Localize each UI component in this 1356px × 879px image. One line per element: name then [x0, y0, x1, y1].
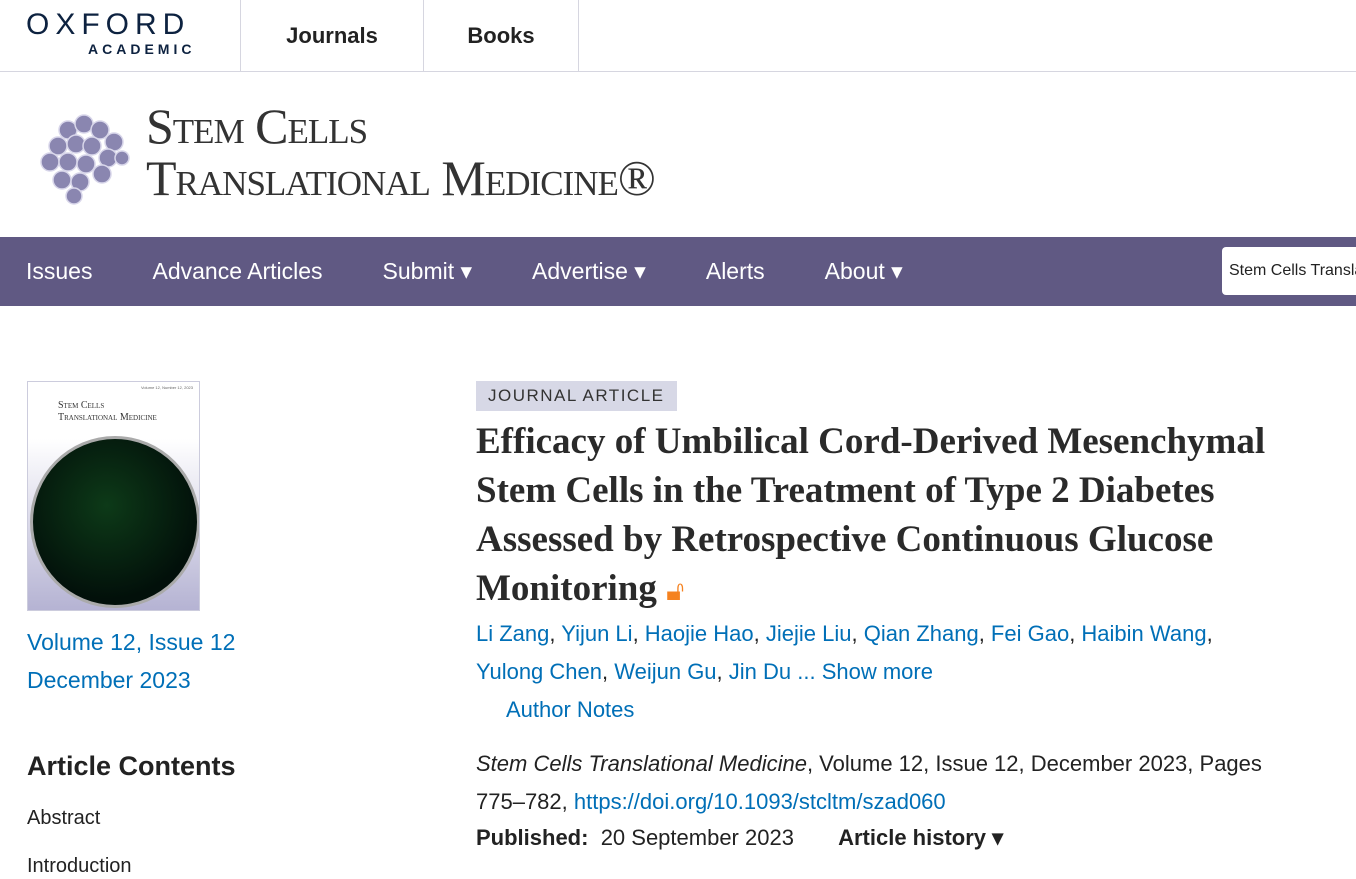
sidebar: Volume 12, Number 12, 2023 Stem Cells Tra…: [27, 381, 427, 879]
author-notes-button[interactable]: Author Notes: [506, 697, 635, 722]
publication-info: Published: 20 September 2023 Article his…: [476, 823, 1336, 853]
journal-title-line2: Translational Medicine®: [146, 150, 656, 206]
nav-advertise[interactable]: Advertise ▾: [532, 258, 646, 284]
nav-advance-articles[interactable]: Advance Articles: [152, 258, 323, 284]
books-link[interactable]: Books: [424, 0, 579, 71]
author-link[interactable]: Haibin Wang: [1081, 621, 1207, 646]
cover-title: Stem Cells Translational Medicine: [58, 400, 157, 424]
oxford-academic-logo[interactable]: OXFORD ACADEMIC: [0, 0, 241, 71]
published-label: Published:: [476, 825, 589, 850]
logo-line1: OXFORD: [26, 8, 191, 41]
article-title-text: Efficacy of Umbilical Cord-Derived Mesen…: [476, 421, 1266, 609]
author-link[interactable]: Yijun Li: [561, 621, 633, 646]
logo-line2: ACADEMIC: [88, 41, 196, 57]
top-bar: OXFORD ACADEMIC Journals Books: [0, 0, 1356, 72]
journal-name: Stem Cells Translational Medicine: [476, 751, 807, 776]
cover-title-line2: Translational Medicine: [58, 412, 157, 423]
published-date: 20 September 2023: [600, 825, 794, 850]
nav-submit[interactable]: Submit ▾: [382, 258, 473, 284]
volume-issue-link[interactable]: Volume 12, Issue 12: [27, 629, 236, 655]
nav-about[interactable]: About ▾: [824, 258, 903, 284]
journals-link[interactable]: Journals: [241, 0, 424, 71]
citation-details: , Volume 12, Issue 12, December 2023, Pa…: [476, 751, 1262, 814]
article-header: JOURNAL ARTICLE Efficacy of Umbilical Co…: [476, 381, 1336, 853]
search-scope-select[interactable]: Stem Cells Translational Medicine: [1222, 247, 1356, 295]
journal-banner: Stem Cells Translational Medicine®: [0, 72, 1356, 237]
journal-title[interactable]: Stem Cells Translational Medicine®: [146, 98, 656, 206]
journal-logo-icon: [40, 114, 130, 205]
author-link[interactable]: Li Zang: [476, 621, 550, 646]
main-nav: Issues Advance Articles Submit ▾ Adverti…: [0, 237, 1356, 306]
article-contents-heading: Article Contents: [27, 751, 236, 781]
author-link[interactable]: Weijun Gu: [614, 659, 717, 684]
citation: Stem Cells Translational Medicine, Volum…: [476, 745, 1316, 821]
cover-micrograph: [30, 436, 199, 608]
toc-abstract[interactable]: Abstract: [27, 807, 101, 829]
author-list: Li Zang, Yijun Li, Haojie Hao, Jiejie Li…: [476, 621, 1213, 722]
author-link[interactable]: Yulong Chen: [476, 659, 602, 684]
article-history-toggle[interactable]: Article history ▾: [838, 825, 1004, 850]
show-more-button[interactable]: ... Show more: [797, 659, 933, 684]
cover-volume: Volume 12, Number 12, 2023: [140, 385, 193, 390]
author-link[interactable]: Qian Zhang: [863, 621, 979, 646]
unlock-icon: 🔓︎: [666, 574, 685, 607]
article-title: Efficacy of Umbilical Cord-Derived Mesen…: [476, 417, 1336, 615]
doi-link[interactable]: https://doi.org/10.1093/stcltm/szad060: [573, 789, 946, 814]
cover-title-line1: Stem Cells: [58, 400, 105, 411]
issue-cover-image[interactable]: Volume 12, Number 12, 2023 Stem Cells Tra…: [27, 381, 200, 611]
issue-date-link[interactable]: December 2023: [27, 667, 191, 693]
issue-info[interactable]: Volume 12, Issue 12 December 2023: [27, 623, 427, 699]
nav-issues[interactable]: Issues: [26, 258, 93, 284]
author-link[interactable]: Fei Gao: [990, 621, 1070, 646]
author-link[interactable]: Haojie Hao: [644, 621, 754, 646]
nav-alerts[interactable]: Alerts: [705, 258, 765, 284]
author-link[interactable]: Jin Du: [728, 659, 792, 684]
article-type-badge: JOURNAL ARTICLE: [476, 381, 677, 411]
toc-introduction[interactable]: Introduction: [27, 855, 132, 877]
author-link[interactable]: Jiejie Liu: [765, 621, 852, 646]
journal-title-line1: Stem Cells: [146, 98, 368, 154]
